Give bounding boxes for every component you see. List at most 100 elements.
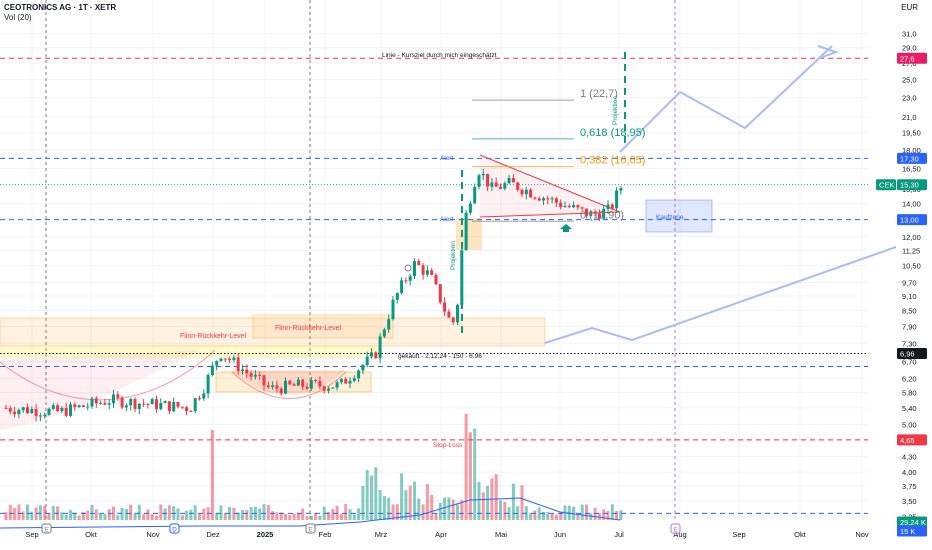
candle-body	[520, 189, 524, 195]
volume-ma-line	[0, 497, 621, 529]
candle-body	[563, 206, 567, 208]
candle-body	[13, 411, 17, 415]
candle-body	[425, 270, 429, 275]
base-zone	[215, 371, 372, 393]
candle-body	[120, 397, 124, 408]
volume-bar	[129, 504, 133, 520]
volume-bar	[499, 500, 502, 520]
volume-bar	[460, 500, 464, 520]
candle-body	[615, 190, 619, 209]
candle-body	[413, 261, 416, 277]
volume-bar	[8, 504, 12, 520]
candle-body	[473, 186, 477, 204]
candle-body	[481, 173, 485, 176]
candle-body	[451, 317, 455, 323]
candle-body	[314, 380, 318, 382]
volume-bar	[167, 505, 171, 520]
price-badge	[897, 52, 927, 64]
candle-body	[391, 299, 395, 320]
candle-body	[249, 373, 253, 377]
volume-bar	[146, 509, 150, 520]
candle-body	[572, 205, 576, 208]
time-tick-label: Nov	[146, 530, 160, 539]
candle-body	[576, 205, 580, 208]
volume-bar	[391, 504, 395, 520]
candle-body	[26, 407, 29, 413]
currency-label: EUR	[901, 3, 918, 12]
candle-body	[301, 379, 305, 387]
volume-bar	[210, 430, 214, 520]
price-tick-label: 7,30	[902, 339, 917, 348]
candle-body	[180, 406, 184, 408]
candle-body	[464, 212, 468, 251]
volume-bar	[425, 484, 429, 520]
candle-body	[245, 369, 249, 374]
candle-body	[443, 302, 447, 312]
candle-body	[524, 189, 528, 195]
time-tick-label: Feb	[319, 530, 332, 539]
price-axis[interactable]: 31,029,027,025,023,021,019,5018,0016,501…	[902, 29, 921, 521]
volume-bar	[404, 490, 408, 520]
price-tick-label: 29,0	[902, 44, 917, 53]
candle-body	[253, 374, 257, 377]
volume-bar	[120, 507, 124, 520]
candle-body	[589, 211, 593, 217]
candle-body	[606, 204, 610, 209]
volume-bar	[4, 512, 8, 520]
candle-body	[490, 182, 494, 187]
price-badge-label: 29,24 K	[900, 518, 926, 527]
candle-body	[529, 189, 533, 198]
price-tick-label: 9,10	[902, 292, 917, 301]
candle-body	[185, 407, 189, 412]
time-tick-label: Jun	[554, 530, 566, 539]
volume-bar	[421, 504, 425, 520]
time-tick-label: Jul	[614, 530, 624, 539]
price-badge	[897, 152, 927, 164]
projection-box	[456, 218, 482, 250]
candle-body	[189, 411, 193, 413]
volume-bar	[597, 512, 601, 520]
candle-body	[516, 182, 520, 190]
volume-bar	[236, 512, 240, 520]
volume-bar	[279, 512, 283, 520]
price-tick-label: 11,25	[902, 247, 920, 256]
price-badge	[897, 214, 927, 226]
price-tick-label: 4,00	[902, 468, 917, 477]
candle-body	[69, 404, 72, 416]
event-icon-label: E	[308, 527, 313, 534]
volume-bar	[26, 504, 29, 520]
time-axis[interactable]: Sep Okt Nov Dez 2025 Feb Mrz Apr Mai Jun Jul Aug Sep…	[25, 523, 869, 539]
volume-bar	[180, 515, 184, 520]
volume-bar	[378, 489, 382, 520]
candle-body	[266, 385, 270, 387]
volume-bar	[602, 509, 606, 520]
candle-body	[112, 394, 115, 404]
volume-bar	[503, 502, 507, 520]
candle-body	[210, 365, 214, 375]
time-tick-label: 2025	[257, 530, 274, 539]
fib-level-label: 1 (22,7)	[580, 88, 618, 100]
volume-bar	[331, 509, 335, 520]
candle-body	[64, 407, 68, 416]
volume-bar	[81, 512, 85, 520]
return-level-zone-2	[252, 314, 394, 339]
volume-bar	[382, 496, 386, 520]
chart-annotation: Alert	[440, 216, 454, 223]
volume-bar	[344, 504, 348, 520]
volume-bar	[486, 485, 490, 520]
candle-body	[382, 329, 386, 337]
volume-bar	[51, 505, 55, 520]
volume-bar	[163, 508, 167, 520]
candle-body	[30, 409, 34, 413]
price-tick-label: 6,20	[902, 374, 917, 383]
volume-bar	[189, 509, 193, 520]
candle-body	[137, 403, 141, 409]
candle-body	[94, 398, 98, 404]
chart-annotation: Projektion	[612, 96, 619, 125]
candle-body	[8, 408, 12, 412]
candle-body	[344, 378, 348, 384]
volume-bar	[309, 515, 313, 520]
candle-body	[430, 270, 434, 275]
volume-bar	[443, 497, 447, 520]
